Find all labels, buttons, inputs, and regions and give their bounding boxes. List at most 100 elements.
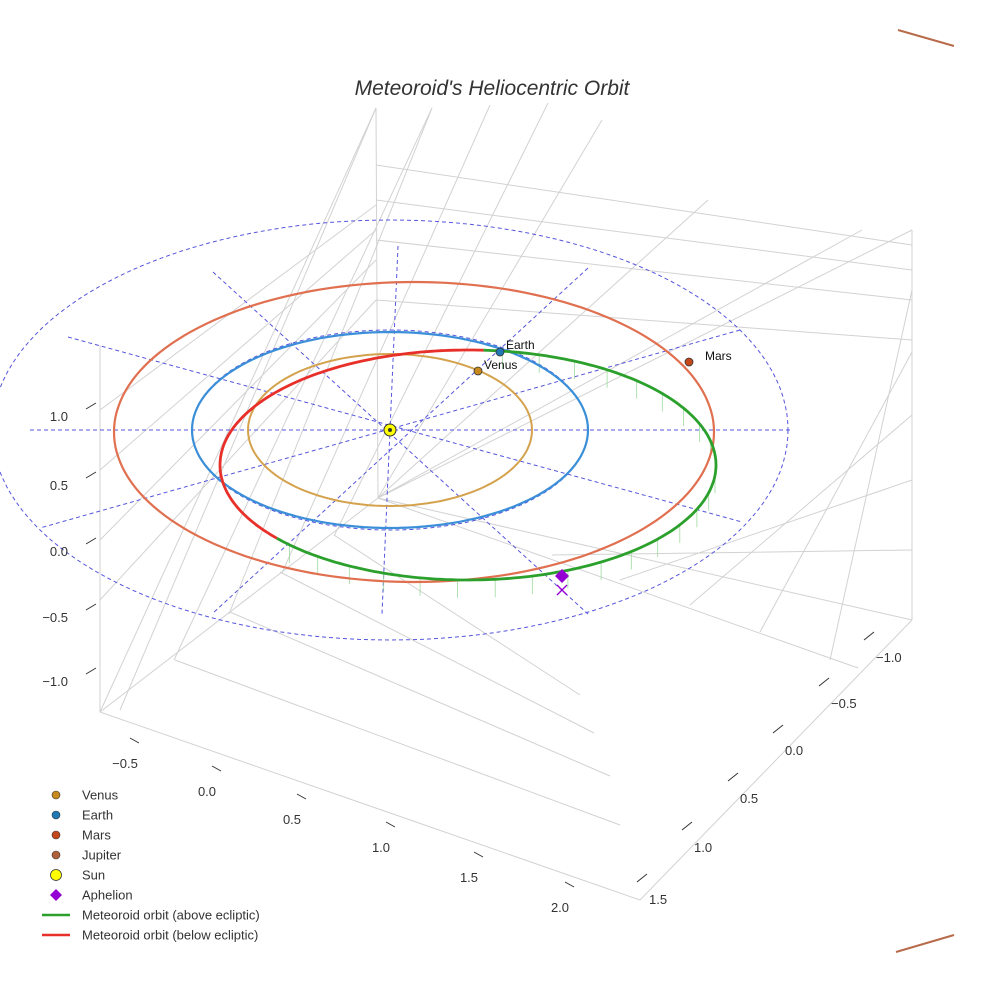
z-tick-mark xyxy=(85,667,97,675)
x-tick-label: 0.5 xyxy=(283,812,301,827)
grid-line xyxy=(99,204,377,411)
grid-line xyxy=(229,611,611,777)
grid-line xyxy=(99,107,377,713)
z-tick-mark xyxy=(85,603,97,611)
y-tick-mark xyxy=(818,677,830,687)
meteoroid-orbit-below xyxy=(218,348,484,540)
legend-marker xyxy=(50,869,62,881)
legend-item: Aphelion xyxy=(50,888,133,903)
grid-line xyxy=(375,199,913,271)
meteoroid-orbit-above xyxy=(276,348,718,582)
grid-line xyxy=(639,619,913,901)
grid-line xyxy=(375,164,913,246)
grid-line xyxy=(99,299,377,601)
sun-center xyxy=(388,428,392,432)
legend-label: Meteoroid orbit (below ecliptic) xyxy=(82,928,258,943)
grid-line xyxy=(333,102,549,537)
z-tick-mark xyxy=(85,471,97,479)
grid-line xyxy=(619,479,913,581)
x-tick-mark xyxy=(129,737,140,744)
x-tick-label: −0.5 xyxy=(112,756,138,771)
y-tick-label: 1.5 xyxy=(649,892,667,907)
axes-grid xyxy=(99,102,913,901)
grid-line xyxy=(375,107,379,499)
grid-line xyxy=(377,229,913,499)
legend-item: Mars xyxy=(51,828,111,843)
legend-marker xyxy=(51,850,61,860)
ecliptic-spoke xyxy=(67,336,743,523)
grid-line xyxy=(174,659,621,826)
legend-item: Meteoroid orbit (above ecliptic) xyxy=(42,908,260,923)
jupiter-orbit xyxy=(895,934,955,953)
grid-line xyxy=(99,497,379,713)
legend-marker xyxy=(50,889,62,901)
earth-orbit xyxy=(190,330,590,530)
aphelion-projection-marker xyxy=(556,584,568,596)
legend-item: Sun xyxy=(50,868,105,883)
legend-label: Mars xyxy=(82,828,111,843)
z-tick-label: 0.5 xyxy=(50,478,68,493)
chart-title: Meteoroid's Heliocentric Orbit xyxy=(355,77,631,100)
y-tick-mark xyxy=(681,821,693,831)
axis-ticks: 1.0 0.5 0.0 −0.5 −1.0 −0.5 0.0 0.5 1.0 1.5 2.0 −1.0… xyxy=(42,402,902,915)
grid-line xyxy=(173,107,433,661)
body-markers: Venus Earth Mars xyxy=(383,338,732,596)
x-tick-label: 2.0 xyxy=(551,900,569,915)
planet-orbits xyxy=(112,29,955,953)
legend-item: Meteoroid orbit (below ecliptic) xyxy=(42,928,258,943)
jupiter-orbit xyxy=(897,29,955,47)
grid-line xyxy=(333,534,581,696)
grid-line xyxy=(99,259,377,541)
grid-line xyxy=(119,107,377,711)
grid-line xyxy=(377,199,709,499)
x-tick-mark xyxy=(211,765,222,772)
ecliptic-ring xyxy=(0,219,789,641)
grid-line xyxy=(689,414,913,606)
y-tick-label: 0.5 xyxy=(740,791,758,806)
ecliptic-spoke xyxy=(39,329,741,529)
legend-label: Jupiter xyxy=(82,848,122,863)
x-tick-label: 1.0 xyxy=(372,840,390,855)
z-tick-label: 1.0 xyxy=(50,409,68,424)
legend: Venus Earth Mars Jupiter Sun Aphelion Meteoroi… xyxy=(42,788,260,943)
x-tick-label: 1.5 xyxy=(460,870,478,885)
y-tick-mark xyxy=(863,631,875,641)
x-tick-label: 0.0 xyxy=(198,784,216,799)
legend-item: Earth xyxy=(51,808,113,823)
y-tick-label: 1.0 xyxy=(694,840,712,855)
legend-item: Venus xyxy=(51,788,119,803)
ecliptic-spoke xyxy=(212,271,589,615)
z-tick-label: −1.0 xyxy=(42,674,68,689)
ecliptic-ring xyxy=(191,329,589,531)
earth-label: Earth xyxy=(506,338,535,352)
grid-line xyxy=(375,299,913,341)
x-tick-mark xyxy=(473,851,484,858)
y-tick-label: −1.0 xyxy=(876,650,902,665)
z-tick-mark xyxy=(85,537,97,545)
legend-marker xyxy=(51,810,61,820)
aphelion-marker xyxy=(555,569,569,583)
meteoroid-orbit xyxy=(218,348,718,582)
y-tick-label: 0.0 xyxy=(785,743,803,758)
x-tick-mark xyxy=(564,881,575,888)
earth-marker xyxy=(495,347,505,357)
y-tick-label: −0.5 xyxy=(831,696,857,711)
grid-line xyxy=(759,351,913,633)
z-tick-mark xyxy=(85,402,97,410)
x-tick-mark xyxy=(296,793,307,800)
legend-item: Jupiter xyxy=(51,848,122,863)
legend-label: Venus xyxy=(82,788,119,803)
y-tick-mark xyxy=(727,772,739,782)
y-tick-mark xyxy=(636,873,648,883)
legend-marker xyxy=(51,830,61,840)
grid-line xyxy=(377,497,859,669)
legend-label: Sun xyxy=(82,868,105,883)
legend-label: Aphelion xyxy=(82,888,133,903)
grid-line xyxy=(551,549,913,556)
y-tick-mark xyxy=(772,724,784,734)
legend-label: Meteoroid orbit (above ecliptic) xyxy=(82,908,260,923)
mars-label: Mars xyxy=(705,349,732,363)
venus-marker xyxy=(473,366,483,376)
grid-line xyxy=(377,229,863,499)
